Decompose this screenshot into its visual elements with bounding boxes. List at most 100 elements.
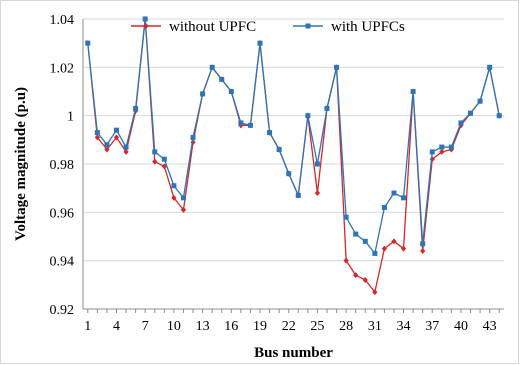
legend-label: with UPFCs [331,19,405,35]
data-point [343,214,349,220]
x-tick-label: 7 [142,319,149,334]
data-point [152,158,158,165]
data-point [94,130,100,136]
data-point [238,120,244,126]
data-point [468,110,474,116]
data-point [94,134,100,141]
y-tick-label: 0.94 [50,255,75,270]
data-point [477,98,483,104]
x-tick-label: 34 [397,319,411,334]
data-point [305,113,311,119]
data-point [439,144,445,150]
data-point [401,195,407,201]
data-point [180,195,186,201]
axes [82,19,504,313]
data-point [372,250,378,256]
x-tick-label: 37 [425,319,439,334]
data-point [171,194,177,201]
data-point [353,231,359,237]
data-point [190,134,196,140]
data-point [123,148,129,155]
data-point [372,289,378,296]
x-tick-label: 28 [339,319,353,334]
y-tick-label: 0.92 [50,303,75,318]
y-tick-label: 1.04 [50,13,75,28]
data-point [219,76,225,82]
data-point [362,277,368,283]
data-point [391,238,397,245]
data-point [104,142,110,148]
data-point [420,248,426,254]
data-point [496,113,502,119]
series-lines [85,16,502,296]
series-line [87,18,500,294]
data-point [439,148,445,155]
series-line [87,18,500,255]
tick-labels: 0.92 0.94 0.96 0.98 1 1.02 1.04 1 4 7 10 13 16 19 22 25… [50,13,497,334]
data-point [400,245,407,252]
data-point [123,144,129,150]
data-point [113,134,120,141]
data-point [381,245,387,252]
data-point [104,146,110,153]
data-point [200,91,206,97]
x-tick-label: 40 [454,319,468,334]
x-tick-label: 16 [224,319,238,334]
data-point [487,64,493,70]
data-point [391,190,397,196]
data-point [314,161,320,167]
legend-item: without UPFC [131,19,256,35]
x-tick-label: 25 [310,319,324,334]
y-axis-title: Voltage magnitude (p.u) [13,87,29,241]
data-point [85,40,91,46]
data-point [410,89,416,94]
data-point [420,241,426,247]
data-point [429,156,435,163]
data-point [286,171,292,177]
data-point [314,190,321,196]
data-point [362,238,368,244]
legend-item: with UPFCs [293,19,405,35]
data-point [247,122,253,128]
x-tick-label: 19 [253,319,267,334]
x-axis-title: Bus number [254,345,333,361]
data-point [343,257,349,264]
data-point [267,130,273,136]
data-point [152,149,158,155]
data-point [257,40,263,46]
grid-lines [83,18,504,310]
x-tick-label: 1 [84,319,91,334]
data-point [295,192,301,198]
series-with-upfcs [85,16,502,256]
data-point [429,149,435,155]
data-point [209,64,215,70]
data-point [161,156,167,162]
data-point [448,144,454,150]
legend-swatch-marker [305,23,311,29]
data-point [180,206,187,213]
data-point [133,105,139,111]
x-tick-label: 31 [368,319,382,334]
x-tick-label: 10 [167,319,181,334]
data-point [228,89,234,94]
x-tick-label: 22 [282,319,296,334]
x-tick-label: 43 [483,319,497,334]
data-point [353,272,359,279]
data-point [171,183,177,189]
y-tick-label: 1 [67,110,74,125]
data-point [113,127,119,133]
y-tick-label: 1.02 [50,61,75,76]
data-point [334,64,340,70]
legend-label: without UPFC [169,19,256,35]
x-tick-label: 4 [113,319,120,334]
x-tick-label: 13 [196,319,210,334]
legend-swatch-marker [143,23,149,29]
data-point [458,120,464,126]
y-tick-label: 0.96 [50,206,75,221]
data-point [142,16,148,22]
data-point [324,105,330,111]
y-tick-label: 0.98 [50,158,75,173]
legend: without UPFC with UPFCs [131,19,405,35]
